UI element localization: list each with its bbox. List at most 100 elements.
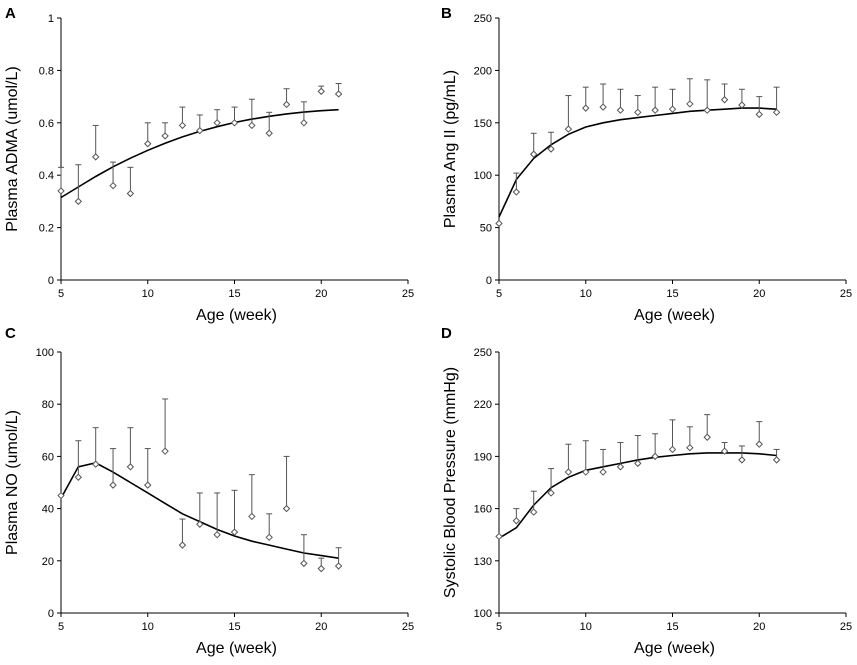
data-point <box>91 153 100 161</box>
data-point <box>720 447 729 455</box>
panel-letter: D <box>441 325 452 342</box>
y-tick-label: 220 <box>474 399 492 411</box>
fit-line <box>498 107 777 218</box>
x-tick-label: 5 <box>496 621 502 633</box>
data-point <box>772 108 781 117</box>
x-tick-label: 5 <box>496 288 502 300</box>
x-tick-label: 20 <box>753 288 765 300</box>
data-point <box>178 121 187 130</box>
data-point <box>144 140 152 148</box>
panel-letter: B <box>441 5 452 22</box>
data-point <box>634 459 642 468</box>
data-point <box>74 197 83 206</box>
y-tick-label: 0.8 <box>39 65 54 77</box>
data-point <box>334 562 343 570</box>
data-point <box>300 559 308 568</box>
data-point <box>248 121 256 130</box>
x-axis-title: Age (week) <box>196 640 277 657</box>
data-point <box>564 125 573 133</box>
y-tick-label: 40 <box>42 504 54 516</box>
y-tick-label: 0.6 <box>39 118 54 130</box>
x-tick-label: 25 <box>840 621 852 633</box>
data-point <box>495 532 503 541</box>
data-point <box>529 508 538 516</box>
x-tick-label: 20 <box>753 621 765 633</box>
y-tick-label: 0.4 <box>39 170 54 182</box>
data-point <box>616 106 625 114</box>
data-point <box>213 530 221 539</box>
data-point <box>196 520 204 528</box>
data-point <box>144 481 152 489</box>
data-point <box>547 489 555 497</box>
x-tick-label: 25 <box>840 288 852 300</box>
y-tick-label: 0 <box>48 608 54 620</box>
x-tick-label: 10 <box>580 288 592 300</box>
y-tick-label: 200 <box>474 65 492 77</box>
x-tick-label: 10 <box>580 621 592 633</box>
data-point <box>686 443 694 452</box>
y-tick-label: 0 <box>48 275 54 287</box>
x-tick-label: 15 <box>666 621 678 633</box>
data-point <box>703 433 711 441</box>
data-point <box>512 517 521 525</box>
y-tick-label: 0.2 <box>39 223 54 235</box>
x-tick-label: 15 <box>666 288 678 300</box>
panel-letter: C <box>5 325 16 342</box>
x-tick-label: 20 <box>315 621 327 633</box>
data-point <box>109 481 117 489</box>
data-point <box>547 145 555 153</box>
data-point <box>668 105 677 113</box>
y-axis-title: Plasma ADMA (umol/L) <box>4 66 21 231</box>
data-point <box>599 468 607 476</box>
y-tick-label: 130 <box>474 556 492 568</box>
x-axis-title: Age (week) <box>196 307 277 324</box>
x-axis-title: Age (week) <box>634 640 715 657</box>
x-tick-label: 5 <box>58 621 64 633</box>
data-point <box>57 491 65 500</box>
panel-c: C 0 20 40 60 80 100 5 10 15 20 25 Age (week) Plasma N… <box>4 325 414 657</box>
data-point <box>738 101 746 109</box>
data-point <box>651 452 659 461</box>
y-tick-label: 50 <box>480 223 492 235</box>
x-tick-label: 5 <box>58 288 64 300</box>
data-point <box>178 541 187 549</box>
data-point <box>703 106 711 114</box>
data-point <box>582 468 590 476</box>
data-point <box>582 104 590 112</box>
x-tick-label: 25 <box>402 288 414 300</box>
data-point <box>564 468 573 476</box>
x-axis-title: Age (week) <box>634 307 715 324</box>
data-point <box>738 456 746 464</box>
data-point <box>755 110 763 119</box>
x-tick-label: 10 <box>142 288 154 300</box>
data-point <box>512 188 521 196</box>
data-point <box>74 473 83 481</box>
data-point <box>599 103 607 111</box>
x-tick-label: 10 <box>142 621 154 633</box>
panel-letter: A <box>5 5 16 22</box>
data-point <box>317 87 325 96</box>
data-point <box>772 456 781 464</box>
y-tick-label: 150 <box>474 118 492 130</box>
data-point <box>109 181 117 190</box>
x-tick-label: 20 <box>315 288 327 300</box>
data-point <box>634 108 642 117</box>
data-point <box>196 126 204 135</box>
data-point <box>248 512 256 521</box>
data-point <box>495 219 503 228</box>
y-tick-label: 250 <box>474 347 492 359</box>
data-point <box>317 564 325 573</box>
y-tick-label: 60 <box>42 451 54 463</box>
y-tick-label: 1 <box>48 13 54 25</box>
y-tick-label: 100 <box>474 608 492 620</box>
y-axis-title: Plasma Ang II (pg/mL) <box>442 70 459 228</box>
data-point <box>334 90 343 98</box>
data-point <box>720 96 729 104</box>
panel-d: D 100 130 160 190 220 250 5 10 15 20 25 Age (week) Sy… <box>441 325 852 657</box>
data-point <box>651 106 659 114</box>
data-point <box>161 447 169 455</box>
data-point <box>213 119 221 127</box>
y-tick-label: 80 <box>42 399 54 411</box>
data-point <box>282 504 291 513</box>
